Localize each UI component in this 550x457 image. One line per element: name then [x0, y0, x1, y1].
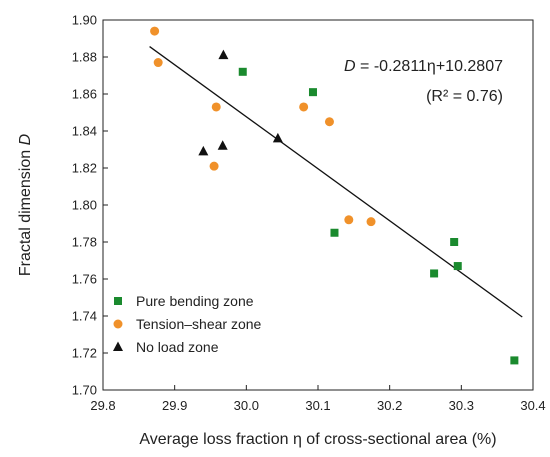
data-point-circle: [211, 102, 221, 112]
axis-ticks: 29.8 29.9 30.0 30.1 30.2 30.3 30.4 1.70 1.72 1.74…: [72, 13, 546, 414]
y-tick-label: 1.76: [72, 272, 97, 287]
legend-marker-circle: [113, 319, 123, 329]
data-point-square: [450, 238, 459, 246]
fit-line: [149, 46, 523, 318]
data-point-square: [308, 88, 317, 97]
fit-equation: D = -0.2811η+10.2807: [344, 58, 503, 75]
data-point-square: [238, 67, 247, 76]
data-point-circle: [209, 161, 219, 171]
legend-marker-square: [114, 297, 122, 305]
y-tick-label: 1.72: [72, 346, 97, 361]
data-point-circle: [153, 58, 163, 68]
data-point-triangle: [272, 132, 283, 143]
y-tick-label: 1.88: [72, 50, 97, 65]
data-point-circle: [299, 102, 309, 112]
y-tick-label: 1.90: [72, 13, 97, 28]
legend-label: Pure bending zone: [136, 293, 254, 309]
y-tick-label: 1.82: [72, 161, 97, 176]
y-tick-label: 1.74: [72, 309, 97, 324]
y-tick-label: 1.70: [72, 383, 97, 398]
fit-equation-var: D: [344, 58, 356, 75]
data-point-triangle: [218, 49, 229, 60]
legend-marker-triangle: [113, 341, 123, 351]
x-tick-label: 29.9: [162, 398, 187, 413]
x-tick-label: 30.2: [377, 398, 402, 413]
data-point-triangle: [217, 140, 228, 150]
data-point-circle: [324, 117, 334, 127]
data-point-square: [510, 356, 519, 365]
fit-r-squared: (R² = 0.76): [426, 88, 503, 105]
fit-equation-body: = -0.2811η+10.2807: [356, 58, 503, 75]
legend-label: Tension–shear zone: [136, 316, 262, 332]
plot-frame: [102, 19, 534, 391]
legend: Pure bending zone Tension–shear zone No lo…: [113, 293, 262, 355]
data-point-circle: [366, 217, 376, 227]
data-points: [150, 26, 519, 365]
y-tick-label: 1.80: [72, 198, 97, 213]
y-tick-label: 1.86: [72, 87, 97, 102]
data-point-square: [430, 269, 439, 278]
y-axis-title-main: Fractal dimension: [17, 145, 34, 276]
x-tick-label: 30.0: [234, 398, 259, 413]
y-axis-title-var: D: [17, 133, 34, 145]
x-axis-title: Average loss fraction η of cross-section…: [139, 431, 496, 448]
y-tick-label: 1.84: [72, 124, 97, 139]
y-axis-title: Fractal dimension D: [17, 133, 34, 276]
x-tick-label: 30.3: [449, 398, 474, 413]
x-tick-label: 30.4: [520, 398, 545, 413]
data-point-circle: [150, 26, 160, 36]
data-point-square: [453, 262, 462, 271]
x-tick-label: 29.8: [90, 398, 115, 413]
data-point-circle: [344, 215, 354, 225]
fit-layer: [149, 46, 523, 318]
data-point-square: [330, 228, 339, 237]
data-point-triangle: [198, 145, 209, 156]
y-tick-label: 1.78: [72, 235, 97, 250]
x-tick-label: 30.1: [305, 398, 330, 413]
legend-label: No load zone: [136, 339, 219, 355]
